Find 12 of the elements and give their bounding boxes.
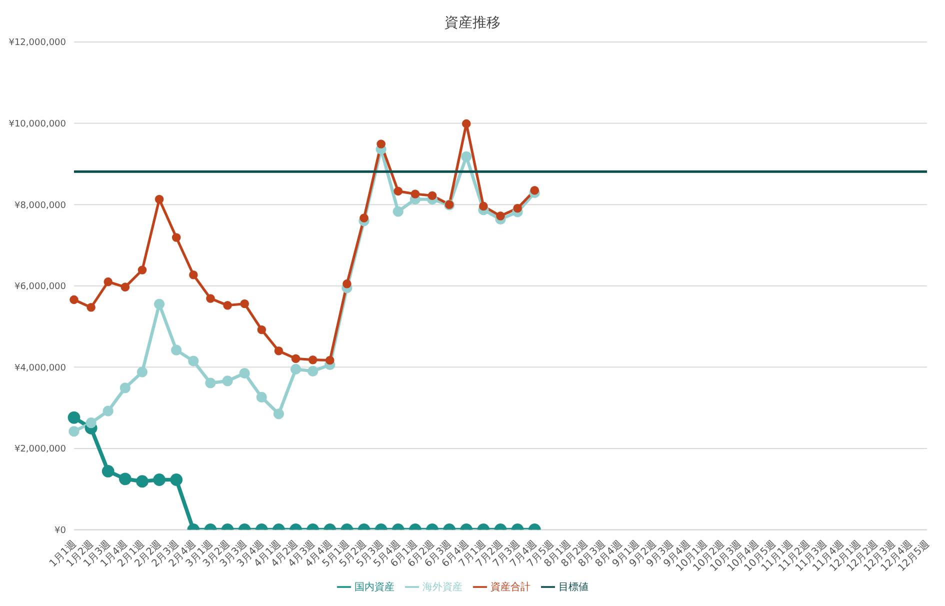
y-tick-label: ¥2,000,000 bbox=[14, 444, 66, 455]
chart-title: 資産推移 bbox=[444, 14, 502, 33]
legend-label: 目標値 bbox=[558, 582, 588, 593]
y-tick-label: ¥6,000,000 bbox=[14, 282, 66, 292]
y-tick-label: ¥8,000,000 bbox=[14, 200, 66, 211]
legend-label: 国内資産 bbox=[354, 582, 394, 593]
y-tick-label: ¥12,000,000 bbox=[8, 38, 66, 48]
legend-label: 資産合計 bbox=[490, 582, 530, 593]
y-tick-label: ¥10,000,000 bbox=[8, 119, 66, 130]
y-tick-label: ¥0 bbox=[54, 526, 66, 536]
legend-label: 海外資産 bbox=[422, 582, 462, 593]
y-tick-label: ¥4,000,000 bbox=[14, 363, 66, 374]
